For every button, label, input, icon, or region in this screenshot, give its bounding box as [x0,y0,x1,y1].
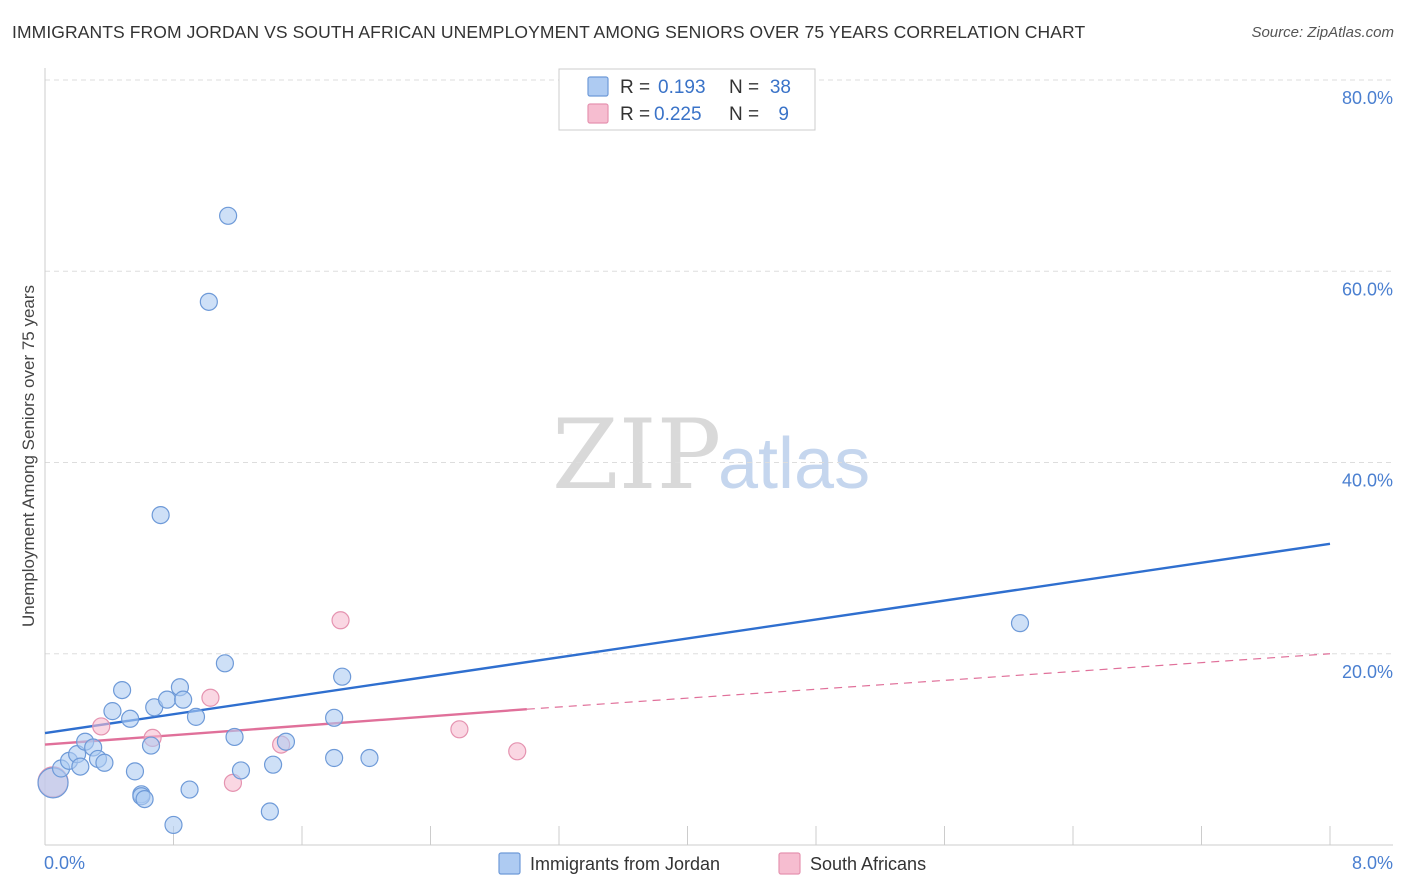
point-jordan [141,736,161,755]
trend-line-south-africans-extended [526,653,1331,710]
bottom-legend-label-jordan: Immigrants from Jordan [530,854,720,874]
bottom-legend-label-south-africans: South Africans [810,854,926,874]
legend-r-label-2: R = [620,104,650,125]
y-axis-label: Unemployment Among Seniors over 75 years [19,285,38,627]
trend-line-jordan [44,542,1331,735]
point-jordan [174,690,193,709]
legend-swatch-south-africans [587,103,609,124]
point-jordan [199,292,218,311]
point-jordan [112,680,132,700]
series-legend: Immigrants from Jordan South Africans [498,852,926,875]
point-jordan [135,789,154,809]
y-tick-label: 80.0% [1342,88,1393,108]
point-jordan [360,748,379,768]
watermark-zip: ZIP [552,399,721,511]
point-jordan [95,753,114,772]
y-tick-labels: 20.0% 40.0% 60.0% 80.0% [1342,88,1393,682]
legend-n-value-2: 9 [778,104,789,125]
point-jordan [219,206,238,225]
point-jordan [225,727,244,747]
point-jordan [263,755,283,774]
watermark-atlas: atlas [718,424,870,504]
point-jordan [325,748,344,768]
point-jordan [215,654,234,673]
legend-r-value-2: 0.225 [654,104,702,125]
point-jordan [71,757,90,776]
point-jordan [231,761,251,780]
x-axis-ticks [173,826,1331,845]
legend-n-value-1: 38 [770,77,791,98]
point-jordan [260,802,279,821]
point-jordan [151,505,170,525]
y-tick-label: 40.0% [1342,471,1393,491]
chart-title: IMMIGRANTS FROM JORDAN VS SOUTH AFRICAN … [12,22,1086,42]
point-jordan [125,762,145,781]
point-south-africans [450,720,469,739]
y-tick-label: 20.0% [1342,662,1393,682]
point-jordan [121,709,140,728]
legend-swatch-jordan [587,76,609,97]
bottom-legend-swatch-south-africans [778,852,801,875]
y-tick-label: 60.0% [1342,279,1393,299]
correlation-legend: R = 0.193 N = 38 R = 0.225 N = 9 [558,68,816,131]
x-tick-label-min: 0.0% [44,853,85,873]
point-south-africans [201,688,220,707]
point-jordan [103,702,122,721]
legend-n-label-1: N = [729,77,759,98]
bottom-legend-swatch-jordan [498,852,521,875]
series-jordan-points [37,206,1030,835]
legend-r-label-1: R = [620,77,650,98]
point-jordan [164,815,183,835]
trend-line-south-africans [44,708,527,746]
point-south-africans [92,717,111,736]
legend-r-value-1: 0.193 [658,77,706,98]
point-south-africans [331,611,350,630]
legend-n-label-2: N = [729,104,759,125]
point-jordan [325,708,344,727]
point-jordan [276,732,296,751]
grid-lines [45,79,1393,655]
x-tick-label-max: 8.0% [1352,853,1393,873]
point-jordan [186,707,206,726]
point-south-africans [508,742,527,761]
point-jordan [333,667,352,686]
source-credit: Source: ZipAtlas.com [1251,24,1394,41]
point-jordan [180,780,199,799]
trend-lines [44,542,1331,746]
point-jordan [1010,614,1030,633]
point-jordan [157,690,177,709]
